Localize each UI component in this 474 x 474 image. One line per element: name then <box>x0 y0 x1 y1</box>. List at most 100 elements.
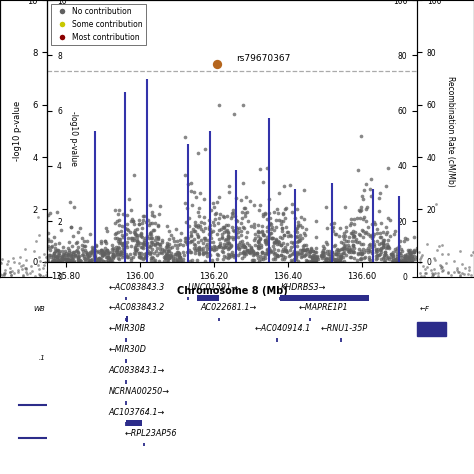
Point <box>335 256 343 264</box>
Point <box>177 229 185 237</box>
Point <box>392 247 400 255</box>
Point <box>256 235 264 243</box>
Point <box>74 255 82 262</box>
Point <box>263 228 271 235</box>
Point <box>114 228 122 236</box>
Point <box>144 239 151 246</box>
Point <box>91 246 99 254</box>
Point <box>280 182 288 190</box>
Point <box>54 253 61 261</box>
Point <box>90 244 97 251</box>
Point <box>182 238 190 246</box>
Point <box>267 225 275 233</box>
Point <box>164 248 172 255</box>
Point <box>454 268 462 276</box>
Point <box>99 251 106 259</box>
Point <box>139 233 146 241</box>
Point <box>266 214 274 221</box>
Point <box>52 258 60 265</box>
Point <box>195 204 203 212</box>
Point <box>373 225 381 233</box>
Point <box>223 243 230 250</box>
Point <box>362 217 370 224</box>
Point <box>62 249 70 256</box>
Point <box>140 217 147 224</box>
Point <box>55 257 63 265</box>
Point <box>271 254 279 261</box>
Point <box>333 255 340 263</box>
Point <box>253 251 260 259</box>
Point <box>146 243 154 251</box>
Point <box>362 254 369 261</box>
Point <box>261 254 268 262</box>
Point <box>297 237 304 244</box>
Point <box>289 250 296 257</box>
Point <box>148 235 156 242</box>
Point <box>287 232 294 239</box>
Point <box>405 254 413 261</box>
Point <box>227 241 235 249</box>
Point <box>101 237 109 245</box>
Point <box>415 248 423 255</box>
Point <box>248 256 256 264</box>
Point <box>244 240 251 247</box>
Point <box>150 212 157 220</box>
Point <box>388 253 395 261</box>
Point <box>146 250 154 258</box>
Point <box>400 254 408 262</box>
Point <box>27 262 34 270</box>
Point <box>30 247 38 255</box>
Point <box>439 267 447 274</box>
Point <box>228 248 236 255</box>
Point <box>141 253 149 261</box>
Point <box>376 229 383 237</box>
Point <box>259 253 267 261</box>
Point <box>261 210 269 218</box>
Point <box>373 247 381 255</box>
Point <box>336 256 343 264</box>
Point <box>264 164 271 172</box>
Point <box>264 239 271 247</box>
Point <box>87 248 94 255</box>
Point <box>228 224 236 231</box>
Point <box>358 226 365 234</box>
Point <box>296 231 304 238</box>
Point <box>155 234 162 241</box>
Point <box>92 242 100 250</box>
Point <box>428 269 436 277</box>
Point <box>165 254 173 262</box>
Point <box>207 206 215 213</box>
Point <box>58 253 66 261</box>
Point <box>335 246 342 254</box>
Point <box>160 246 168 254</box>
Point <box>228 233 236 240</box>
Point <box>136 253 144 260</box>
Point <box>281 232 288 239</box>
Point <box>400 253 408 260</box>
Point <box>357 203 365 210</box>
Point <box>233 226 241 233</box>
Point <box>346 246 354 254</box>
Point <box>45 237 52 245</box>
Point <box>131 244 139 251</box>
Point <box>242 233 250 241</box>
Point <box>236 249 243 257</box>
Point <box>270 246 277 253</box>
Point <box>282 254 289 261</box>
Point <box>140 250 147 258</box>
Point <box>310 256 317 264</box>
Point <box>166 247 173 255</box>
Point <box>94 256 102 264</box>
Point <box>384 242 392 250</box>
Bar <box>126 420 142 427</box>
Point <box>186 238 194 246</box>
Point <box>279 209 287 217</box>
Point <box>199 247 207 255</box>
Point <box>9 255 16 262</box>
Point <box>339 253 346 260</box>
Point <box>129 217 137 225</box>
Point <box>155 210 163 218</box>
Point <box>205 216 212 224</box>
Point <box>36 272 43 279</box>
Point <box>198 236 205 244</box>
